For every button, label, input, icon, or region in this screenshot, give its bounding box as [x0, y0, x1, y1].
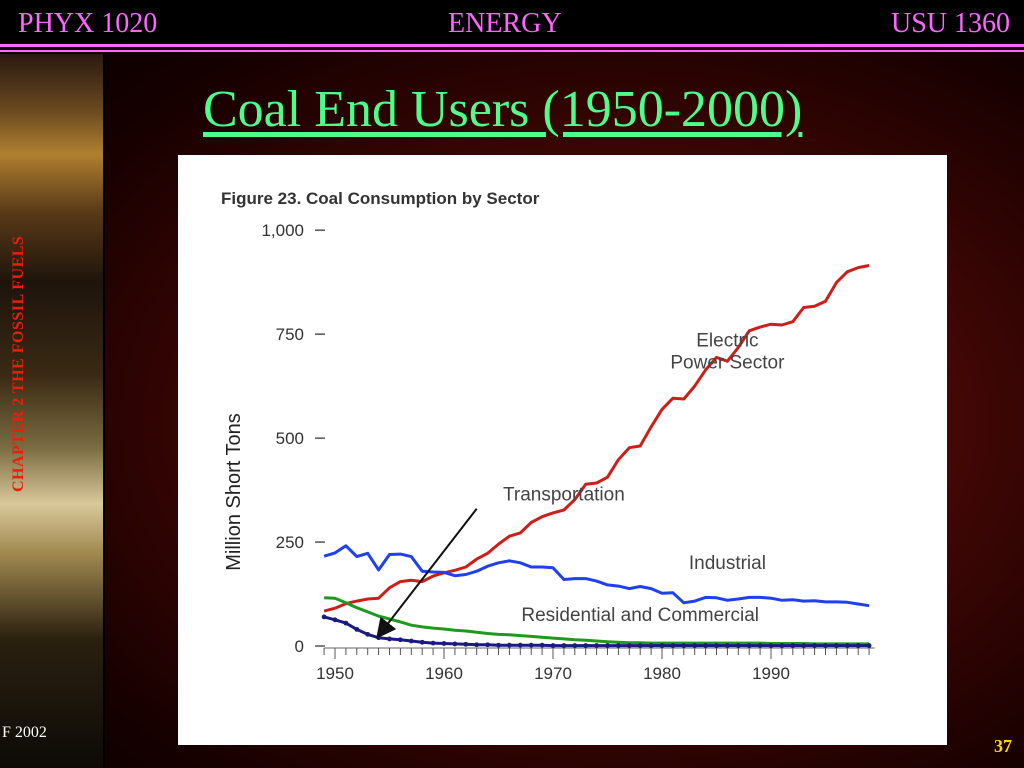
transportation-point: [517, 642, 523, 648]
transportation-point: [692, 643, 698, 648]
chart-panel: Figure 23. Coal Consumption by Sector Mi…: [178, 155, 947, 745]
y-tick-label: 250: [276, 533, 304, 552]
transportation-point: [735, 643, 741, 648]
transportation-point: [419, 639, 425, 645]
transportation-point: [528, 642, 534, 648]
transportation-point: [616, 643, 621, 648]
transportation-point: [376, 635, 381, 641]
transportation-point: [605, 643, 610, 648]
sidebar-oilfield-image: [0, 54, 103, 768]
transportation-point: [746, 643, 752, 648]
chart-title: Figure 23. Coal Consumption by Sector: [221, 189, 540, 208]
transportation-point: [463, 641, 469, 647]
series-labels: Electric Power Sector Industrial Residentia…: [503, 331, 785, 626]
series-line-residential-and-commercial: [324, 596, 870, 646]
header-divider-bottom: [0, 50, 1024, 52]
header-right-text: USU 1360: [890, 8, 1010, 39]
sidebar-divider: [103, 54, 105, 768]
series-lines: [321, 264, 872, 648]
header-center-text: ENERGY: [448, 8, 562, 39]
transportation-point: [670, 643, 676, 648]
transportation-point: [648, 643, 654, 648]
transportation-point: [768, 643, 774, 648]
series-line-industrial: [323, 544, 870, 608]
transportation-point: [572, 643, 578, 648]
series-label-electric-power-sector: Electric Power Sector: [670, 331, 785, 374]
transportation-point: [539, 642, 545, 648]
y-tick-label: 0: [295, 637, 304, 656]
y-tick-label: 1,000: [261, 221, 304, 240]
header-divider-top: [0, 44, 1024, 47]
y-axis: 1,000 750 500 250 0: [261, 221, 325, 656]
transportation-point: [583, 643, 589, 648]
x-tick-label: 1990: [752, 664, 790, 683]
transportation-point: [637, 643, 643, 648]
transportation-point: [844, 643, 850, 648]
transportation-point: [834, 643, 839, 648]
series-label-transportation: Transportation: [503, 484, 625, 505]
x-axis: 1950 1960 1970 1980 1990: [316, 647, 875, 683]
transportation-point: [507, 642, 512, 648]
x-tick-label: 1950: [316, 664, 354, 683]
transportation-point: [441, 641, 447, 646]
transportation-point: [474, 642, 480, 648]
coal-consumption-chart: Figure 23. Coal Consumption by Sector Mi…: [221, 189, 875, 683]
transportation-point: [823, 643, 828, 648]
slide-header: PHYX 1020 ENERGY USU 1360: [0, 0, 1024, 44]
transportation-point: [387, 636, 392, 642]
transportation-point: [855, 643, 861, 648]
transportation-point: [626, 643, 632, 648]
series-label-industrial: Industrial: [689, 553, 766, 574]
y-tick-label: 750: [276, 325, 304, 344]
transportation-point: [332, 617, 338, 623]
x-tick-label: 1980: [643, 664, 681, 683]
transportation-point: [801, 643, 807, 648]
header-left-text: PHYX 1020: [18, 8, 158, 39]
slide-title[interactable]: Coal End Users (1950-2000): [203, 81, 803, 138]
transportation-point: [561, 643, 567, 648]
transportation-point: [354, 626, 360, 632]
transportation-point: [496, 642, 501, 648]
x-tick-label: 1970: [534, 664, 572, 683]
transportation-point: [779, 643, 785, 648]
transportation-point: [398, 637, 403, 643]
transportation-point: [408, 638, 414, 644]
transportation-point: [365, 631, 371, 637]
y-axis-label: Million Short Tons: [223, 413, 245, 570]
transportation-point: [681, 643, 687, 648]
transportation-point: [703, 643, 708, 648]
transportation-point: [343, 620, 349, 626]
transportation-point: [321, 614, 327, 620]
transportation-point: [452, 641, 458, 647]
footer-date: F 2002: [2, 724, 47, 741]
transportation-point: [757, 643, 763, 648]
transportation-point: [659, 643, 665, 648]
transportation-point: [485, 642, 490, 648]
sidebar-chapter-label: CHAPTER 2 THE FOSSIL FUELS: [10, 235, 27, 492]
transportation-arrow: [376, 508, 478, 639]
y-tick-label: 500: [276, 429, 304, 448]
series-line-electric-power-sector: [323, 264, 870, 613]
transportation-point: [866, 643, 872, 648]
transportation-point: [550, 643, 556, 648]
series-label-residential-and-commercial: Residential and Commercial: [521, 605, 759, 626]
transportation-point: [714, 643, 719, 648]
x-tick-label: 1960: [425, 664, 463, 683]
transportation-point: [790, 643, 796, 648]
page-number: 37: [994, 736, 1012, 756]
transportation-point: [725, 643, 730, 648]
transportation-point: [812, 643, 817, 648]
transportation-point: [430, 640, 436, 646]
transportation-point: [594, 643, 599, 648]
